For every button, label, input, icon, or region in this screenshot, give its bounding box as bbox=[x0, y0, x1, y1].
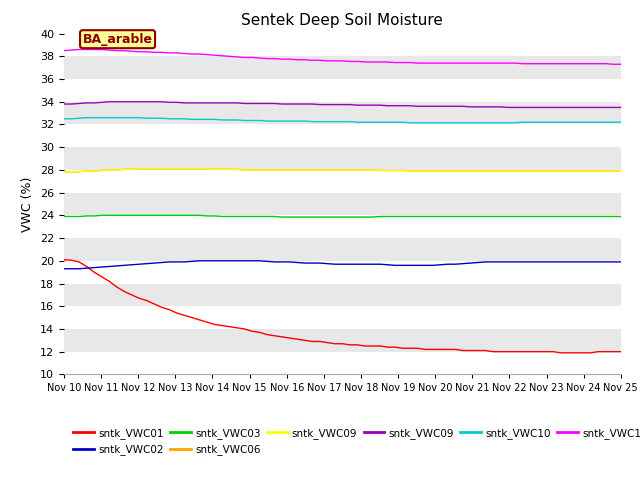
Bar bbox=[64, 306, 621, 329]
Y-axis label: VWC (%): VWC (%) bbox=[22, 176, 35, 232]
Bar bbox=[64, 352, 621, 374]
Text: BA_arable: BA_arable bbox=[83, 33, 152, 46]
Bar bbox=[64, 170, 621, 192]
Title: Sentek Deep Soil Moisture: Sentek Deep Soil Moisture bbox=[241, 13, 444, 28]
Bar bbox=[64, 261, 621, 284]
Legend: sntk_VWC01, sntk_VWC02, sntk_VWC03, sntk_VWC06, sntk_VWC09, sntk_VWC09, sntk_VWC: sntk_VWC01, sntk_VWC02, sntk_VWC03, sntk… bbox=[69, 424, 640, 459]
Bar bbox=[64, 34, 621, 56]
Bar bbox=[64, 79, 621, 102]
Bar bbox=[64, 216, 621, 238]
Bar bbox=[64, 124, 621, 147]
